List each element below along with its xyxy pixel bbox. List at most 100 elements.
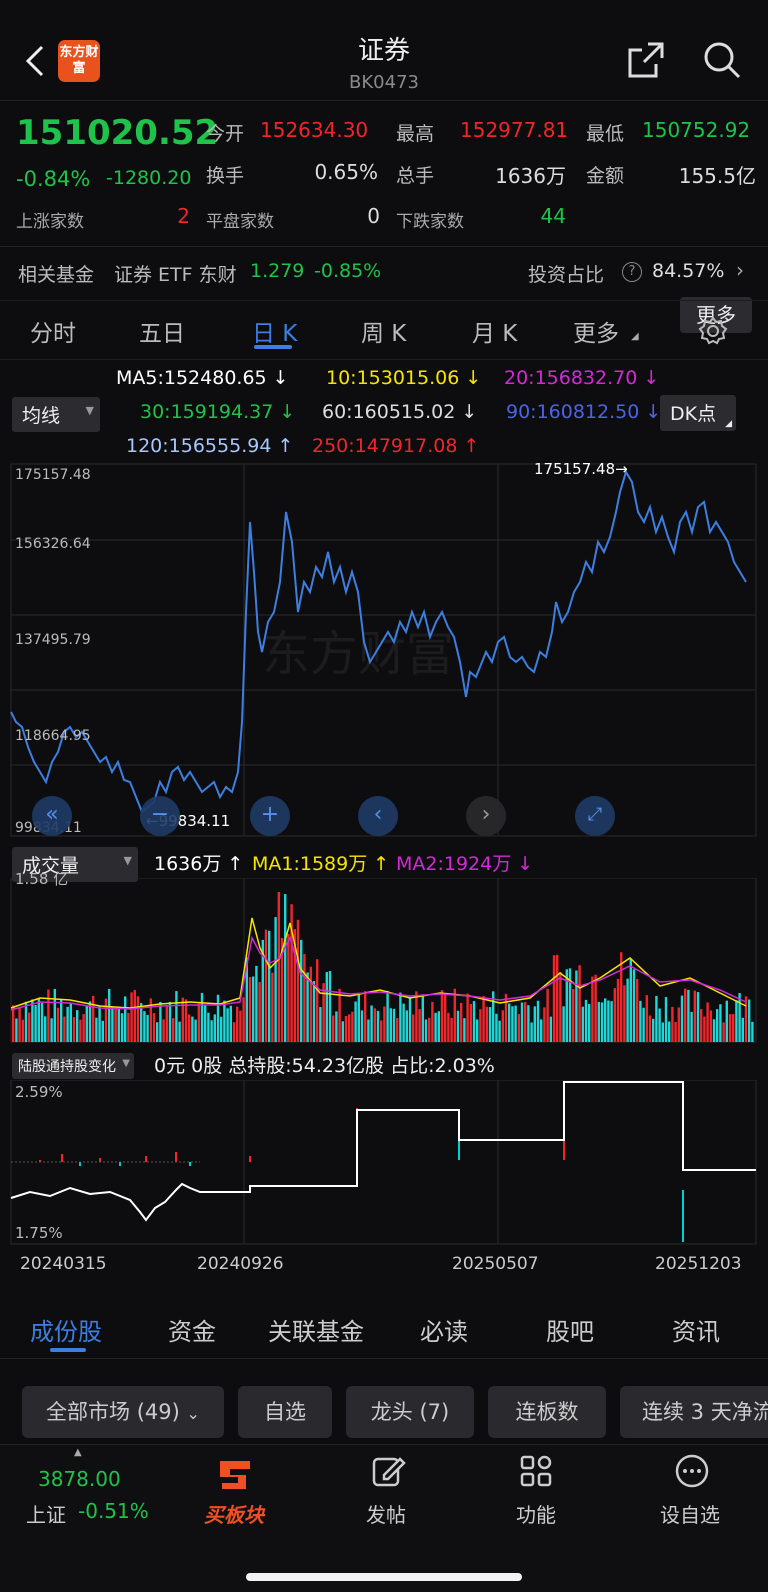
volume-bar — [508, 1003, 511, 1042]
flat-count: 0 — [367, 204, 380, 228]
holdings-selector[interactable]: 陆股通持股变化 ▼ — [12, 1053, 134, 1079]
tab-monthly-k[interactable]: 月 K — [472, 321, 518, 347]
volume-bar — [405, 1010, 408, 1042]
volume-bar — [50, 1018, 53, 1042]
volume-bar — [373, 1008, 376, 1042]
volume-bar — [703, 1016, 706, 1042]
volume-bar — [607, 1000, 610, 1042]
volume-bar — [60, 998, 63, 1042]
grid-icon[interactable] — [518, 1453, 554, 1489]
chevron-right-icon[interactable]: › — [466, 796, 506, 836]
volume-bar — [69, 1003, 72, 1042]
compose-icon[interactable] — [370, 1453, 406, 1489]
tab-daily-k[interactable]: 日 K — [252, 321, 298, 347]
volume-bar — [744, 996, 748, 1042]
volume-bar — [466, 993, 469, 1042]
volume-bar — [383, 1006, 386, 1042]
volume-bar — [616, 978, 620, 1042]
volume-bar — [636, 978, 639, 1042]
volume-bar — [396, 1018, 399, 1042]
volume-bar — [408, 996, 412, 1042]
ma90-value: 90:160812.50 ↓ — [506, 401, 662, 423]
open-value: 152634.30 — [260, 118, 369, 142]
function-label[interactable]: 功能 — [516, 1503, 556, 1527]
flat-count-label: 平盘家数 — [206, 212, 274, 232]
add-watchlist-label[interactable]: 设自选 — [660, 1503, 720, 1527]
volume-bar — [47, 989, 50, 1042]
period-tabs: 分时 五日 日 K 周 K 月 K 更多 ◢ — [0, 300, 768, 360]
vol-ma1: MA1:1589万 ↑ — [252, 853, 390, 875]
volume-bar — [453, 988, 456, 1042]
tab-related-funds[interactable]: 关联基金 — [268, 1318, 364, 1346]
filter-net-inflow[interactable]: 连续 3 天净流 — [620, 1386, 768, 1438]
gear-icon[interactable] — [698, 316, 728, 346]
related-fund-row[interactable]: 相关基金 证券 ETF 东财 1.279 -0.85% 投资占比 ? 84.57… — [0, 246, 768, 296]
tab-forum[interactable]: 股吧 — [546, 1318, 594, 1346]
volume-bar — [162, 1019, 165, 1042]
ma5-value: MA5:152480.65 ↓ — [116, 367, 289, 389]
volume-bar — [447, 1012, 450, 1042]
filter-limit-streak[interactable]: 连板数 — [488, 1386, 606, 1438]
volume-bar — [469, 1003, 472, 1042]
down-count: 44 — [540, 204, 566, 228]
more-dots-icon[interactable] — [674, 1453, 710, 1489]
price-chart[interactable]: 东方财富 175157.48→ ←99834.11 — [0, 462, 768, 842]
filter-leaders[interactable]: 龙头 (7) — [346, 1386, 474, 1438]
volume-bar — [200, 992, 204, 1042]
volume-bar — [367, 1019, 370, 1042]
index-pct: -0.51% — [78, 1499, 149, 1523]
buy-sector-label[interactable]: 买板块 — [204, 1503, 264, 1527]
down-count-label: 下跌家数 — [396, 212, 464, 232]
volume-bar — [661, 1022, 664, 1042]
volume-bar — [530, 1022, 533, 1042]
volume-bar — [524, 1001, 527, 1042]
expand-icon[interactable]: ⤢ — [575, 796, 615, 836]
tab-intraday[interactable]: 分时 — [30, 321, 76, 347]
volume-bar — [389, 1008, 392, 1042]
volume-bar — [220, 1016, 223, 1042]
volume-bar — [748, 999, 751, 1042]
volume-bar — [172, 1018, 175, 1042]
chevron-left-icon[interactable]: ‹ — [358, 796, 398, 836]
date-label: 20240926 — [197, 1254, 284, 1274]
turnover-label: 换手 — [206, 165, 245, 187]
high-label: 最高 — [396, 123, 435, 145]
volume-bar — [722, 1022, 725, 1042]
volume-bar — [261, 939, 264, 1042]
post-label[interactable]: 发帖 — [366, 1503, 406, 1527]
volume-bar — [264, 929, 268, 1042]
volume-bar — [645, 995, 648, 1042]
help-icon[interactable]: ? — [622, 262, 642, 282]
filter-all-markets[interactable]: 全部市场 (49) ⌄ — [22, 1386, 224, 1438]
date-label: 20251203 — [655, 1254, 742, 1274]
volume-bar — [274, 917, 277, 1042]
buy-sector-icon[interactable] — [212, 1453, 262, 1493]
volume-bar — [709, 1010, 712, 1042]
zoom-out-icon[interactable]: − — [140, 796, 180, 836]
quote-panel: 151020.52 -0.84% -1280.20 今开 152634.30 最… — [0, 100, 768, 333]
volume-bar — [306, 972, 309, 1042]
tab-weekly-k[interactable]: 周 K — [361, 321, 407, 347]
volume-bar — [104, 998, 108, 1042]
tab-must-read[interactable]: 必读 — [420, 1318, 468, 1346]
volume-selector[interactable]: 成交量 ▼ — [12, 847, 138, 882]
ma20-value: 20:156832.70 ↓ — [504, 367, 660, 389]
indicator-selector[interactable]: 均线 ▼ — [12, 397, 100, 432]
volume-bar — [88, 1001, 92, 1042]
tab-news[interactable]: 资讯 — [672, 1318, 720, 1346]
dk-point-button[interactable]: DK点 ◢ — [660, 395, 736, 431]
tab-constituents[interactable]: 成份股 — [30, 1318, 102, 1346]
zoom-in-icon[interactable]: + — [250, 796, 290, 836]
rewind-icon[interactable]: « — [32, 796, 72, 836]
share-icon[interactable] — [626, 40, 666, 80]
filter-watchlist[interactable]: 自选 — [238, 1386, 332, 1438]
volume-bar — [386, 990, 389, 1042]
volume-bar — [476, 1019, 479, 1042]
tab-capital[interactable]: 资金 — [168, 1318, 216, 1346]
volume-bar — [751, 1021, 754, 1042]
tab-more[interactable]: 更多 — [573, 321, 619, 347]
volume-bar — [546, 988, 549, 1042]
search-icon[interactable] — [702, 40, 742, 80]
back-icon[interactable] — [24, 44, 46, 78]
tab-five-day[interactable]: 五日 — [139, 321, 185, 347]
